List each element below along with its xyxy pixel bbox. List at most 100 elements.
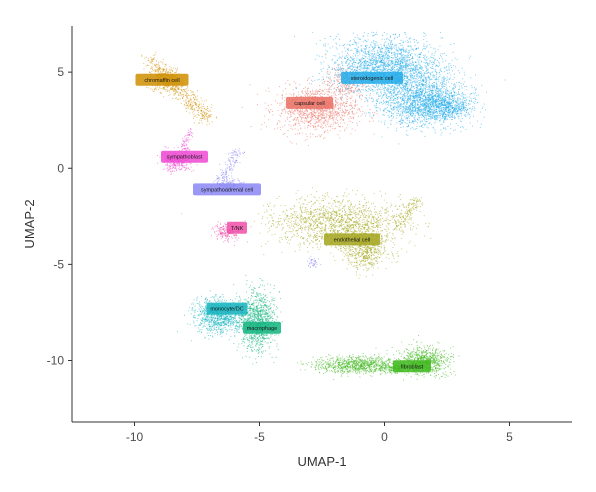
data-point (403, 49, 405, 51)
data-point (391, 52, 393, 54)
data-point (412, 62, 414, 64)
data-point (327, 43, 329, 45)
data-point (380, 102, 382, 104)
data-point (304, 139, 306, 141)
data-point (379, 108, 381, 110)
data-point (339, 109, 341, 111)
data-point (326, 121, 328, 123)
data-point (322, 118, 324, 119)
data-point (377, 94, 379, 96)
data-point (384, 124, 386, 126)
data-point (465, 100, 467, 102)
data-point (151, 66, 153, 68)
data-point (197, 105, 199, 107)
data-point (306, 136, 308, 138)
data-point (408, 59, 410, 61)
data-point (338, 126, 340, 127)
data-point (404, 72, 406, 74)
data-point (162, 86, 164, 88)
data-point (435, 82, 437, 84)
data-point (349, 84, 351, 85)
data-point (300, 118, 302, 120)
data-point (352, 116, 354, 118)
data-point (420, 68, 422, 70)
data-point (363, 52, 365, 53)
data-point (346, 101, 348, 103)
data-point (402, 94, 404, 96)
data-point (426, 85, 428, 87)
data-point (380, 51, 382, 53)
data-point (445, 117, 446, 119)
data-point (387, 101, 389, 103)
data-point (341, 108, 343, 110)
data-point (307, 111, 308, 112)
data-point (380, 59, 381, 61)
data-point (436, 92, 437, 94)
data-point (186, 92, 188, 94)
data-point (308, 77, 310, 79)
data-point (328, 77, 330, 79)
data-point (368, 49, 370, 51)
data-point (351, 49, 353, 51)
data-point (350, 133, 352, 135)
data-point (338, 89, 339, 91)
data-point (331, 58, 333, 60)
data-point (418, 106, 420, 107)
data-point (307, 78, 309, 80)
data-point (358, 85, 360, 87)
data-point (376, 65, 378, 67)
data-point (379, 95, 381, 97)
data-point (386, 94, 387, 96)
data-point (341, 71, 343, 73)
data-point (315, 89, 317, 91)
data-point (428, 83, 430, 85)
data-point (471, 85, 473, 87)
data-point (390, 67, 392, 69)
data-point (176, 85, 178, 87)
data-point (394, 70, 396, 72)
data-point (355, 48, 357, 50)
data-point (416, 76, 418, 78)
data-point (165, 71, 167, 72)
data-point (429, 87, 431, 89)
data-point (408, 46, 410, 48)
data-point (448, 96, 450, 98)
data-point (365, 52, 367, 54)
data-point (360, 66, 362, 68)
data-point (352, 67, 354, 68)
data-point (201, 119, 202, 121)
data-point (423, 45, 424, 47)
data-point (345, 61, 347, 63)
data-point (409, 108, 411, 110)
data-point (434, 79, 436, 81)
data-point (320, 95, 321, 97)
data-point (310, 91, 312, 93)
data-point (445, 128, 447, 130)
data-point (417, 59, 419, 61)
data-point (150, 72, 152, 74)
data-point (340, 69, 342, 71)
data-point (409, 37, 411, 39)
data-point (327, 122, 329, 124)
data-point (325, 110, 327, 112)
data-point (312, 118, 314, 120)
data-point (312, 133, 314, 135)
data-point (362, 95, 363, 97)
data-point (352, 85, 354, 86)
data-point (300, 127, 302, 129)
data-point (438, 64, 440, 66)
data-point (357, 37, 359, 39)
data-point (417, 55, 419, 57)
data-point (336, 111, 338, 113)
data-point (386, 38, 388, 40)
data-point (415, 66, 417, 68)
data-point (419, 122, 421, 123)
data-point (426, 97, 428, 99)
data-point (369, 94, 371, 96)
data-point (420, 88, 422, 90)
data-point (372, 100, 374, 102)
data-point (406, 109, 408, 110)
data-point (339, 38, 340, 40)
data-point (189, 98, 191, 100)
data-point (423, 36, 425, 37)
